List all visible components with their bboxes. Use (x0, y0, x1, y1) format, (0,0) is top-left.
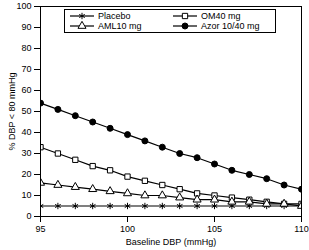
svg-text:0: 0 (26, 211, 31, 221)
html-text:Azor 10/40 mg: Azor 10/40 mg (201, 21, 260, 31)
svg-text:60: 60 (21, 85, 31, 95)
svg-text:40: 40 (21, 127, 31, 137)
svg-text:50: 50 (21, 106, 31, 116)
html-text:OM40 mg: OM40 mg (201, 11, 241, 21)
svg-text:30: 30 (21, 148, 31, 158)
svg-text:105: 105 (207, 224, 222, 234)
svg-text:10: 10 (21, 190, 31, 200)
html-text:AML10 mg: AML10 mg (98, 21, 142, 31)
svg-text:% DBP < 80 mmHg: % DBP < 80 mmHg (7, 72, 17, 150)
svg-text:Baseline DBP (mmHg): Baseline DBP (mmHg) (126, 237, 216, 247)
svg-text:70: 70 (21, 64, 31, 74)
svg-text:100: 100 (16, 1, 31, 11)
svg-text:95: 95 (35, 224, 45, 234)
svg-text:100: 100 (120, 224, 135, 234)
html-text:Placebo: Placebo (98, 11, 131, 21)
svg-text:110: 110 (294, 224, 308, 234)
svg-text:90: 90 (21, 22, 31, 32)
svg-text:80: 80 (21, 43, 31, 53)
svg-text:20: 20 (21, 169, 31, 179)
